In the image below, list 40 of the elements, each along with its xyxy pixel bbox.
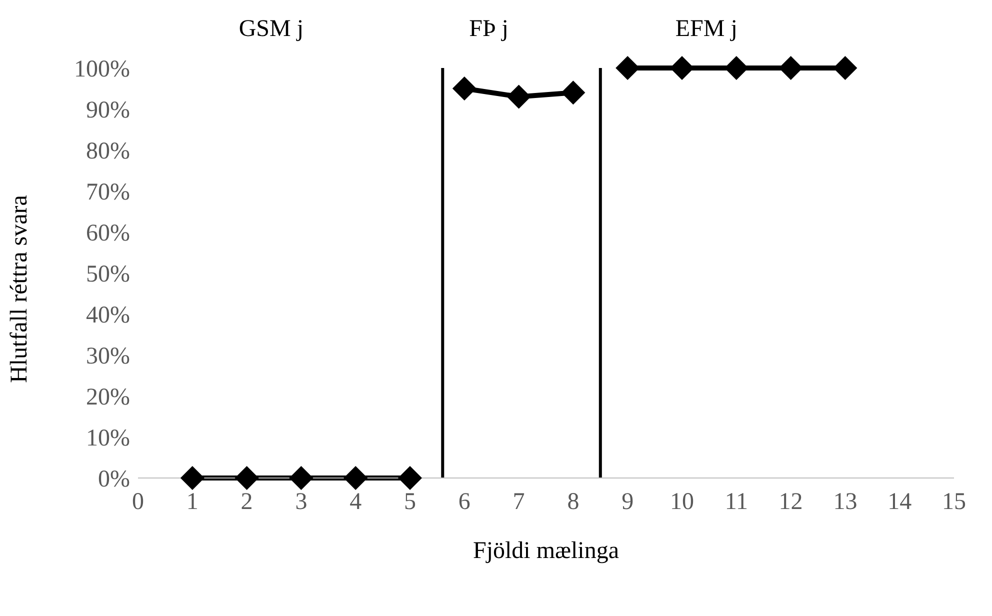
x-tick-label: 7 <box>512 489 525 516</box>
text: GSM j <box>238 16 304 43</box>
point <box>452 76 476 100</box>
x-tick-label: 9 <box>622 489 634 516</box>
point <box>180 466 204 490</box>
point <box>506 84 531 109</box>
y-tick-label: 20% <box>86 384 130 411</box>
y-tick-label: 40% <box>86 302 130 329</box>
point <box>344 466 368 490</box>
point <box>561 80 586 105</box>
x-tick-label: 5 <box>404 489 416 516</box>
y-tick-label: 50% <box>86 262 130 288</box>
point <box>398 466 422 490</box>
x-tick-label: 15 <box>942 489 966 516</box>
text: EFM j <box>675 16 738 43</box>
y-tick-label: 10% <box>86 426 130 452</box>
x-tick-label: 10 <box>670 489 694 516</box>
x-tick-label: 2 <box>240 489 253 516</box>
x-tick-label: 14 <box>888 489 912 516</box>
y-tick-label: 0% <box>98 466 130 493</box>
x-tick-label: 11 <box>724 489 748 516</box>
x-tick-label: 13 <box>833 489 858 516</box>
y-tick-label: 80% <box>86 138 130 165</box>
y-tick-label: 70% <box>86 180 130 206</box>
x-tick-label: 1 <box>186 489 198 516</box>
x-tick-label: 6 <box>458 489 470 516</box>
x-tick-label: 8 <box>567 489 580 516</box>
text: FÞ j <box>469 16 508 43</box>
y-tick-label: 90% <box>86 98 130 124</box>
x-tick-label: 4 <box>350 489 362 516</box>
x-axis-title: Fjöldi mælinga <box>472 538 620 564</box>
y-tick-label: 30% <box>86 344 130 370</box>
x-tick-label: 0 <box>132 489 144 516</box>
y-tick-label: 100% <box>74 56 130 83</box>
point <box>234 466 259 490</box>
x-tick-label: 3 <box>295 489 308 516</box>
point <box>289 466 314 490</box>
y-axis-title: Hlutfall réttra svara <box>6 194 33 383</box>
y-tick-label: 60% <box>86 220 130 247</box>
x-tick-label: 12 <box>778 489 803 516</box>
